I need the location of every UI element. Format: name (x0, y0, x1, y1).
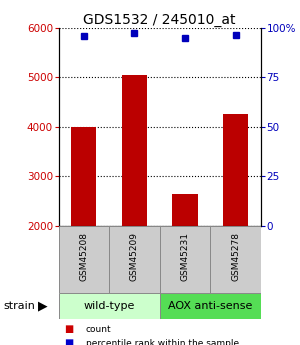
Text: GSM45231: GSM45231 (181, 232, 190, 281)
Bar (71, 127, 97, 226)
Title: GDS1532 / 245010_at: GDS1532 / 245010_at (83, 12, 236, 27)
Text: AOX anti-sense: AOX anti-sense (168, 301, 253, 311)
Bar (172, 194, 198, 226)
Bar (160, 226, 210, 293)
Bar (109, 226, 160, 293)
Text: percentile rank within the sample: percentile rank within the sample (85, 339, 238, 345)
Text: GSM45278: GSM45278 (231, 232, 240, 281)
Bar (58, 226, 109, 293)
Bar (223, 115, 248, 226)
Text: strain: strain (3, 301, 35, 311)
Text: GSM45208: GSM45208 (79, 232, 88, 281)
Text: ■: ■ (64, 325, 74, 334)
Text: GSM45209: GSM45209 (130, 232, 139, 281)
Text: ■: ■ (64, 338, 74, 345)
Text: wild-type: wild-type (83, 301, 135, 311)
Bar (122, 75, 147, 226)
Text: count: count (85, 325, 111, 334)
Text: ▶: ▶ (38, 300, 47, 313)
Bar (160, 293, 261, 319)
Bar (210, 226, 261, 293)
Bar (58, 293, 160, 319)
